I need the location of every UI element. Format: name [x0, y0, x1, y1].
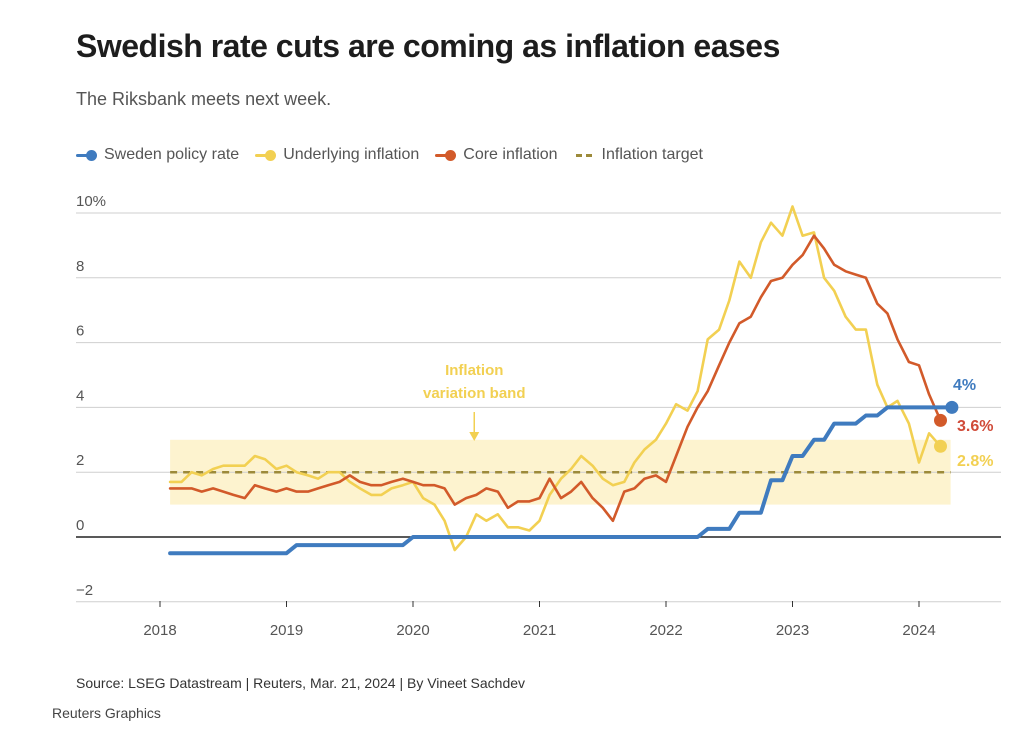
chart-title: Swedish rate cuts are coming as inflatio… [76, 28, 780, 64]
legend-label: Inflation target [601, 146, 703, 163]
policy-rate-end-label: 4% [953, 377, 976, 394]
y-tick-label: 8 [76, 258, 84, 275]
legend-dashed-line-icon [574, 149, 596, 161]
core-inflation-end-label: 3.6% [957, 418, 993, 435]
underlying-inflation-end-point [934, 439, 948, 453]
y-tick-label: 2 [76, 452, 84, 469]
brand-credit: Reuters Graphics [52, 705, 161, 721]
legend-item-core-inflation: Core inflation [435, 146, 558, 164]
underlying-inflation-end-label: 2.8% [957, 453, 993, 470]
legend-item-inflation-target: Inflation target [574, 146, 703, 164]
y-tick-label: 6 [76, 323, 84, 340]
legend-line-dot-icon [76, 149, 98, 161]
policy-rate-line [168, 405, 954, 556]
y-tick-label: 10% [76, 193, 106, 210]
chart-subtitle: The Riksbank meets next week. [76, 89, 332, 109]
band-annotation-line1: Inflation [445, 362, 503, 379]
core-inflation-end-point [934, 413, 948, 427]
legend-line-dot-icon [255, 149, 277, 161]
x-tick-label: 2019 [270, 622, 303, 639]
x-tick-label: 2024 [902, 622, 935, 639]
legend: Sweden policy rate Underlying inflation … [76, 146, 719, 164]
legend-label: Underlying inflation [283, 146, 420, 163]
source-note: Source: LSEG Datastream | Reuters, Mar. … [76, 675, 526, 691]
legend-item-policy-rate: Sweden policy rate [76, 146, 239, 164]
x-tick-label: 2018 [143, 622, 176, 639]
x-tick-label: 2022 [649, 622, 682, 639]
legend-label: Sweden policy rate [104, 146, 240, 163]
y-tick-label: −2 [76, 582, 93, 599]
legend-item-underlying-inflation: Underlying inflation [255, 146, 419, 164]
x-tick-label: 2020 [396, 622, 429, 639]
band-annotation-line2: variation band [423, 385, 526, 402]
x-tick-label: 2023 [776, 622, 809, 639]
chart-plot: −2 0 2 4 6 8 10% 2018 2019 2020 2021 2022 2023 2024 In… [76, 193, 1001, 639]
y-tick-label: 4 [76, 387, 84, 404]
core-inflation-line [168, 234, 942, 523]
y-tick-label: 0 [76, 517, 84, 534]
legend-line-dot-icon [435, 149, 457, 161]
annotation-arrow-icon [469, 432, 480, 441]
legend-label: Core inflation [463, 146, 558, 163]
policy-rate-end-point [945, 400, 959, 414]
x-tick-label: 2021 [523, 622, 556, 639]
